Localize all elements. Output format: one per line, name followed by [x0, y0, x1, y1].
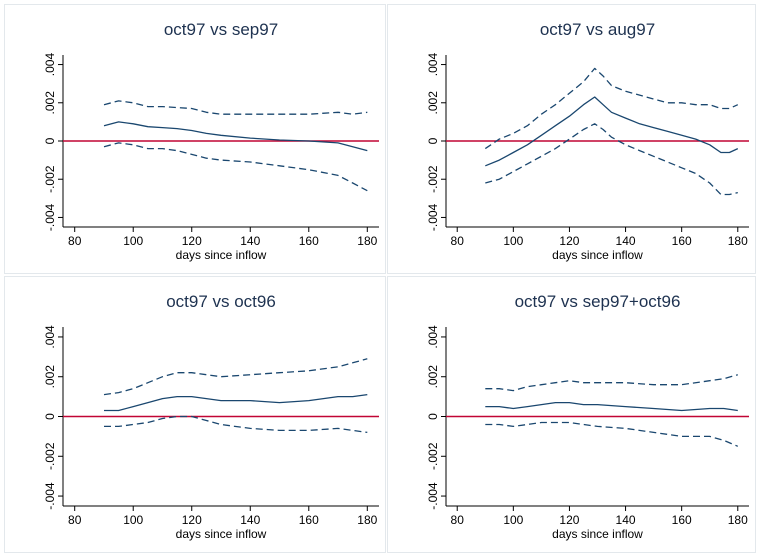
y-tick-label: -.002	[426, 165, 440, 193]
x-tick-label: 80	[68, 234, 82, 248]
y-tick-label: .004	[426, 53, 440, 77]
y-tick-label: -.002	[426, 442, 440, 470]
x-tick-label: 160	[299, 234, 319, 248]
upper-band-line-oct97-vs-aug97	[484, 67, 739, 150]
chart-title: oct97 vs oct96	[166, 292, 276, 311]
y-tick-label: -.004	[426, 203, 440, 231]
x-tick-label: 80	[68, 513, 82, 527]
x-tick-label: 120	[559, 513, 579, 527]
x-tick-label: 180	[728, 513, 748, 527]
x-axis-label: days since inflow	[176, 527, 267, 541]
lower-band-line-oct97-vs-sep97	[103, 142, 368, 192]
x-tick-label: 120	[182, 513, 202, 527]
estimate-line-oct97-vs-sep97	[103, 121, 368, 152]
x-axis-label: days since inflow	[176, 248, 267, 262]
x-tick-label: 180	[357, 234, 377, 248]
y-tick-label: -.002	[43, 165, 57, 193]
chart-oct97-vs-oct96: oct97 vs oct96 80 100 120 140 160 180 -.004 -.00…	[43, 292, 379, 541]
x-axis-label: days since inflow	[552, 248, 643, 262]
lower-band-line-oct97-vs-aug97	[485, 123, 738, 196]
panel-oct97-vs-aug97: oct97 vs aug97 80 100 120 140 160 180 -.004 -.00…	[387, 4, 756, 274]
y-tick-label: .004	[43, 325, 57, 349]
x-tick-label: 120	[559, 234, 579, 248]
estimate-line-oct97-vs-aug97	[485, 96, 739, 167]
x-tick-label: 160	[299, 513, 319, 527]
chart-oct97-vs-sep97-oct96: oct97 vs sep97+oct96 80 100 120 140 160 180 -.0…	[426, 292, 749, 541]
x-tick-label: 120	[182, 234, 202, 248]
upper-band-line-oct97-vs-oct96	[103, 358, 368, 396]
y-tick-label: 0	[426, 413, 440, 420]
y-tick-label: 0	[43, 137, 57, 144]
y-tick-label: -.004	[43, 482, 57, 510]
y-tick-label: .002	[43, 91, 57, 115]
y-tick-label: 0	[426, 137, 440, 144]
y-tick-label: .004	[426, 325, 440, 349]
x-tick-label: 140	[616, 513, 636, 527]
x-tick-label: 100	[123, 513, 143, 527]
estimate-line-oct97-vs-oct96	[104, 393, 368, 412]
x-tick-label: 140	[616, 234, 636, 248]
panel-oct97-vs-oct96: oct97 vs oct96 80 100 120 140 160 180 -.004 -.00…	[4, 276, 386, 553]
chart-title: oct97 vs aug97	[540, 20, 655, 39]
x-tick-label: 100	[503, 513, 523, 527]
y-tick-label: -.004	[426, 482, 440, 510]
x-tick-label: 100	[503, 234, 523, 248]
chart-oct97-vs-sep97: oct97 vs sep97 80 100 120 140 160 180 -.004 -.00…	[43, 20, 379, 262]
chart-title: oct97 vs sep97	[164, 20, 278, 39]
y-tick-label: .004	[43, 53, 57, 77]
panel-oct97-vs-sep97-oct96: oct97 vs sep97+oct96 80 100 120 140 160 180 -.0…	[387, 276, 756, 553]
x-tick-label: 80	[451, 234, 465, 248]
x-axis-label: days since inflow	[552, 527, 643, 541]
upper-band-line-oct97-vs-sep97	[103, 100, 368, 115]
upper-band-line-oct97-vs-sep97-oct96	[485, 374, 738, 392]
x-tick-label: 180	[728, 234, 748, 248]
panel-oct97-vs-sep97: oct97 vs sep97 80 100 120 140 160 180 -.004 -.00…	[4, 4, 386, 274]
x-tick-label: 160	[672, 513, 692, 527]
x-tick-label: 140	[240, 234, 260, 248]
y-tick-label: .002	[426, 365, 440, 389]
x-tick-label: 180	[357, 513, 377, 527]
y-tick-label: 0	[43, 413, 57, 420]
lower-band-line-oct97-vs-sep97-oct96	[485, 421, 739, 447]
chart-title: oct97 vs sep97+oct96	[515, 292, 681, 311]
y-tick-label: .002	[43, 365, 57, 389]
x-tick-label: 100	[123, 234, 143, 248]
x-tick-label: 160	[672, 234, 692, 248]
estimate-line-oct97-vs-sep97-oct96	[485, 401, 738, 412]
y-tick-label: -.004	[43, 203, 57, 231]
lower-band-line-oct97-vs-oct96	[104, 415, 368, 434]
chart-oct97-vs-aug97: oct97 vs aug97 80 100 120 140 160 180 -.004 -.00…	[426, 20, 749, 262]
x-tick-label: 80	[451, 513, 465, 527]
x-tick-label: 140	[240, 513, 260, 527]
y-tick-label: .002	[426, 91, 440, 115]
y-tick-label: -.002	[43, 442, 57, 470]
